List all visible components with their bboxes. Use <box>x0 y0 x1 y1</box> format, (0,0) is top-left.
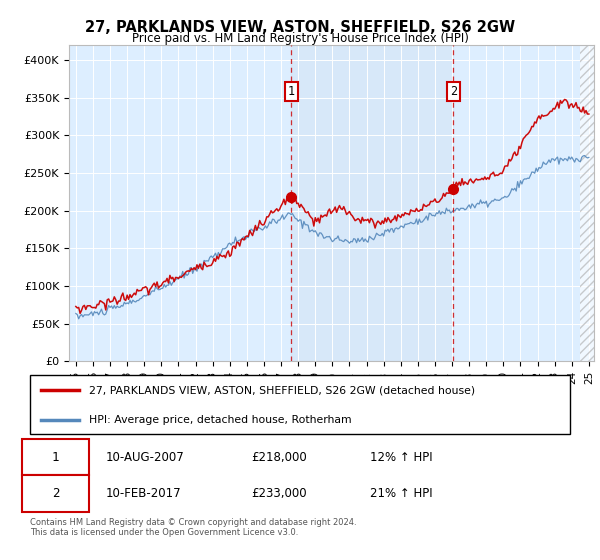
Text: 10-AUG-2007: 10-AUG-2007 <box>106 451 184 464</box>
Text: Price paid vs. HM Land Registry's House Price Index (HPI): Price paid vs. HM Land Registry's House … <box>131 32 469 45</box>
Text: £233,000: £233,000 <box>251 487 307 500</box>
FancyBboxPatch shape <box>22 439 89 475</box>
Text: 27, PARKLANDS VIEW, ASTON, SHEFFIELD, S26 2GW: 27, PARKLANDS VIEW, ASTON, SHEFFIELD, S2… <box>85 20 515 35</box>
Bar <box>291 45 454 361</box>
Text: 1: 1 <box>287 85 295 98</box>
Text: 12% ↑ HPI: 12% ↑ HPI <box>370 451 433 464</box>
Text: 27, PARKLANDS VIEW, ASTON, SHEFFIELD, S26 2GW (detached house): 27, PARKLANDS VIEW, ASTON, SHEFFIELD, S2… <box>89 385 476 395</box>
Text: 10-FEB-2017: 10-FEB-2017 <box>106 487 181 500</box>
Text: 21% ↑ HPI: 21% ↑ HPI <box>370 487 433 500</box>
Text: 2: 2 <box>52 487 59 500</box>
Text: £218,000: £218,000 <box>251 451 307 464</box>
Text: HPI: Average price, detached house, Rotherham: HPI: Average price, detached house, Roth… <box>89 415 352 425</box>
Text: Contains HM Land Registry data © Crown copyright and database right 2024.
This d: Contains HM Land Registry data © Crown c… <box>30 518 356 538</box>
FancyBboxPatch shape <box>22 475 89 512</box>
Text: 1: 1 <box>52 451 59 464</box>
Text: 2: 2 <box>450 85 457 98</box>
